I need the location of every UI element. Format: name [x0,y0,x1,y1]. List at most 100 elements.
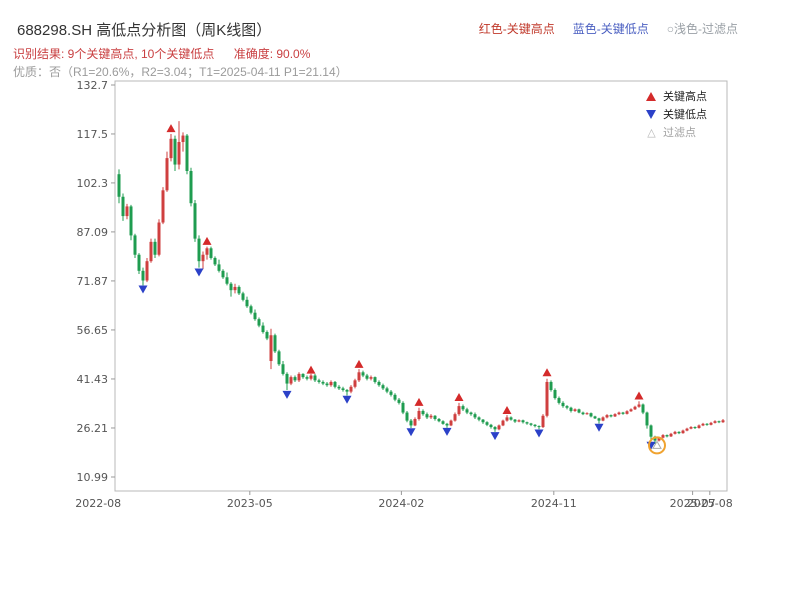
candle-body [489,424,493,428]
candle-body [317,380,321,382]
candle-body [309,375,313,379]
candle-body [513,419,517,422]
candle-body [405,412,409,421]
candle-body [549,381,553,391]
candle-body [705,423,709,425]
y-axis-label: 102.3 [77,177,109,190]
key-high-legend-label: 关键高点 [663,91,707,103]
candle-body [137,254,141,271]
candle-body [553,390,557,399]
candle-body [429,415,433,418]
candle-body [189,170,193,204]
candle-body [117,174,121,197]
x-axis-label: 2024-11 [531,497,577,510]
candle-body [325,383,329,386]
candle-body [353,380,357,387]
key-low-marker [490,432,500,441]
key-low-marker [406,428,416,437]
candle-body [545,381,549,416]
candle-body [441,421,445,424]
x-axis-label: 2023-05 [227,497,273,510]
candle-body [369,377,373,379]
candle-body [601,417,605,421]
candle-body [561,402,565,407]
candle-body [209,248,213,258]
candle-body [157,222,161,255]
candle-body [329,381,333,386]
candle-body [285,373,289,384]
candle-body [573,409,577,411]
quality-line: 优质：否（R1=20.6%，R2=3.04；T1=2025-04-11 P1=2… [13,65,348,79]
candle-body [425,414,429,418]
candle-body [629,409,633,412]
recognition-result-text: 识别结果: 9个关键高点, 10个关键低点 [13,47,215,61]
candle-body [505,417,509,421]
candle-body [593,416,597,419]
candle-body [613,414,617,417]
candle-body [177,142,181,165]
candle-body [141,270,145,281]
candle-body [617,412,621,415]
candle-body [589,413,593,417]
key-high-marker [166,124,176,133]
candle-body [401,402,405,413]
x-axis-label: 2025-08 [687,497,733,510]
key-high-marker [414,397,424,406]
candle-body [273,335,277,352]
legend-row-filtered: △ 过滤点 [646,123,707,141]
candle-body [305,377,309,379]
key-low-marker [342,395,352,404]
candle-body [585,413,589,415]
color-key-item: ○浅色-过滤点 [666,22,738,36]
candle-body [149,241,153,262]
candle-body [293,377,297,381]
candle-body [161,190,165,223]
candle-body [393,394,397,400]
key-low-marker [442,427,452,436]
candle-body [257,319,261,326]
key-high-marker [634,391,644,400]
candle-body [517,420,521,422]
key-low-marker [194,268,204,277]
candle-body [685,428,689,431]
candle-body [409,420,413,426]
candle-body [421,410,425,415]
candle-body [497,425,501,430]
candle-body [261,325,265,333]
candle-body [465,409,469,413]
candle-body [269,335,273,362]
candle-body [301,373,305,378]
candle-body [313,375,317,381]
y-axis-label: 10.99 [77,471,109,484]
candle-body [413,418,417,426]
key-low-marker [534,429,544,438]
candle-body [673,431,677,434]
candle-body [341,388,345,391]
candle-body [297,373,301,381]
candle-body [697,425,701,429]
plot-legend: 关键高点 关键低点 △ 过滤点 [646,87,707,141]
candle-body [621,412,625,414]
candle-body [713,421,717,423]
candle-body [433,415,437,419]
candle-body [333,381,337,387]
candle-body [229,283,233,291]
key-low-marker [594,423,604,432]
candle-body [485,422,489,425]
candle-body [213,257,217,265]
y-axis-label: 41.43 [77,373,109,386]
key-high-triangle-icon [646,91,656,101]
candle-body [469,412,473,415]
candle-body [397,399,401,403]
candle-body [481,419,485,423]
candle-body [693,427,697,429]
y-axis-label: 117.5 [77,128,109,141]
candle-body [253,312,257,320]
legend-row-key-high: 关键高点 [646,87,707,105]
candle-body [641,404,645,413]
candle-body [221,270,225,278]
candle-body [181,135,185,143]
y-axis-label: 132.7 [77,79,109,92]
key-high-marker [354,359,364,368]
